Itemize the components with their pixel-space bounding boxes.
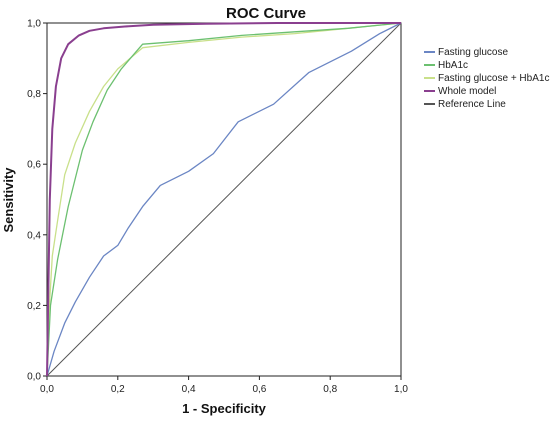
y-axis-label: Sensitivity xyxy=(1,167,16,233)
legend-label: HbA1c xyxy=(438,60,468,71)
y-tick-label: 0,8 xyxy=(27,89,41,100)
x-axis-label: 1 - Specificity xyxy=(182,401,267,416)
series-line-fasting-glucose xyxy=(46,22,402,377)
y-tick-label: 0,6 xyxy=(27,160,41,171)
y-tick-label: 0,2 xyxy=(27,301,41,312)
y-tick-label: 0,4 xyxy=(27,230,41,241)
series-layer xyxy=(46,22,402,377)
legend: Fasting glucose HbA1c Fasting glucose + Hb… xyxy=(424,47,549,110)
series-line-whole-model xyxy=(46,22,401,377)
legend-label: Fasting glucose + HbA1c xyxy=(438,73,549,84)
series-line-hba1c xyxy=(46,22,402,377)
x-tick-label: 0,6 xyxy=(252,384,266,395)
chart-title: ROC Curve xyxy=(226,5,306,22)
series-line-reference-line xyxy=(46,22,402,377)
x-tick-label: 0,0 xyxy=(40,384,54,395)
axis-ticks: 0,0 0,2 0,4 0,6 0,8 1,0 0,0 0,2 0,4 0,6 0,8 1,0 xyxy=(27,19,408,396)
plot-area: 0,0 0,2 0,4 0,6 0,8 1,0 0,0 0,2 0,4 0,6 0,8 1,0 xyxy=(27,19,408,396)
legend-label: Fasting glucose xyxy=(438,47,508,58)
x-tick-label: 0,2 xyxy=(111,384,125,395)
y-tick-label: 1,0 xyxy=(27,19,41,30)
series-line-fasting-glucose-hba1c xyxy=(46,22,402,377)
x-tick-label: 0,8 xyxy=(323,384,337,395)
x-tick-label: 0,4 xyxy=(182,384,196,395)
legend-label: Reference Line xyxy=(438,99,506,110)
x-tick-label: 1,0 xyxy=(394,384,408,395)
y-tick-label: 0,0 xyxy=(27,372,41,383)
legend-label: Whole model xyxy=(438,86,496,97)
